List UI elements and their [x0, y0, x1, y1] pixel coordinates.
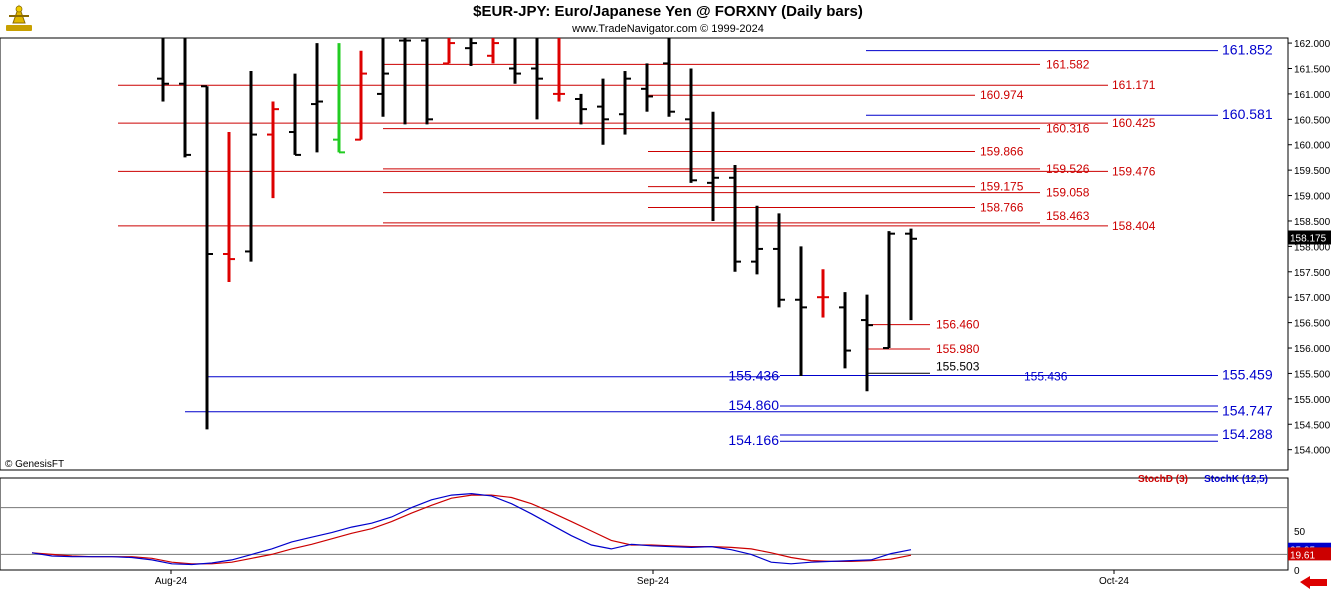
stoch-current-value-box [1288, 547, 1331, 561]
price-axis-tick-label: 161.000 [1294, 90, 1331, 101]
stoch-axis-tick-label: 0 [1294, 566, 1300, 577]
last-price-box [1288, 230, 1331, 245]
level-label: 161.171 [1112, 78, 1156, 92]
genesis-logo-icon [3, 3, 35, 33]
date-axis: Aug-24 Sep-24 Oct-24 [155, 570, 1129, 587]
chart-header: $EUR-JPY: Euro/Japanese Yen @ FORXNY (Da… [0, 0, 1336, 38]
stoch-current-value-label: 19.61 [1290, 550, 1315, 561]
level-label: 161.852 [1222, 42, 1273, 58]
copyright-label: © GenesisFT [5, 459, 64, 470]
price-axis-tick-label: 157.500 [1294, 268, 1331, 279]
level-label: 154.747 [1222, 403, 1273, 419]
price-axis-tick-label: 155.000 [1294, 395, 1331, 406]
level-label: 158.404 [1112, 219, 1156, 233]
price-axis-tick-label: 161.500 [1294, 64, 1331, 75]
level-label: 155.503 [936, 359, 980, 373]
level-label: 154.860 [728, 397, 779, 413]
level-label: 160.581 [1222, 106, 1273, 122]
scroll-arrow-icon[interactable] [1300, 576, 1328, 589]
level-label: 154.166 [728, 432, 779, 448]
last-price-label: 158.175 [1290, 233, 1327, 244]
level-label: 159.526 [1046, 162, 1090, 176]
date-axis-tick-label: Aug-24 [155, 576, 188, 587]
stoch-axis-tick-label: 50 [1294, 527, 1306, 538]
level-label: 155.459 [1222, 367, 1273, 383]
price-axis-tick-label: 162.000 [1294, 39, 1331, 50]
level-label: 159.476 [1112, 164, 1156, 178]
level-label: 156.460 [936, 318, 980, 332]
price-levels: 161.852 161.582 161.171 160.974 160.581 160.4… [118, 42, 1273, 448]
price-axis-tick-label: 156.500 [1294, 319, 1331, 330]
stoch-series-line [31, 494, 912, 565]
price-axis-tick-label: 158.500 [1294, 217, 1331, 228]
level-label: 159.175 [980, 180, 1024, 194]
stochastic-panel-frame [0, 477, 1289, 571]
level-label: 159.058 [1046, 186, 1090, 200]
level-label: 160.425 [1112, 116, 1156, 130]
chart-subtitle: www.TradeNavigator.com © 1999-2024 [572, 23, 764, 35]
price-axis-tick-label: 159.500 [1294, 166, 1331, 177]
level-label: 160.316 [1046, 122, 1090, 136]
level-label: 158.463 [1046, 209, 1090, 223]
chart-background [0, 37, 1289, 571]
level-label: 155.980 [936, 342, 980, 356]
level-label: 158.766 [980, 200, 1024, 214]
price-axis-tick-label: 158.000 [1294, 242, 1331, 253]
price-axis-tick-label: 155.500 [1294, 369, 1331, 380]
price-axis-tick-label: 154.000 [1294, 446, 1331, 457]
price-axis-tick-label: 157.000 [1294, 293, 1331, 304]
price-axis-tick-label: 160.500 [1294, 115, 1331, 126]
price-panel [0, 37, 1289, 471]
date-axis-tick-label: Sep-24 [637, 576, 670, 587]
price-axis-tick-label: 154.500 [1294, 420, 1331, 431]
stoch-series-line [31, 492, 912, 566]
chart-title: $EUR-JPY: Euro/Japanese Yen @ FORXNY (Da… [473, 3, 863, 20]
stoch-legend-entry: StochK (12,5) [1204, 474, 1268, 485]
level-label: 161.582 [1046, 57, 1090, 71]
date-axis-tick-label: Oct-24 [1099, 576, 1129, 587]
price-axis-tick-label: 160.000 [1294, 141, 1331, 152]
stoch-legend-entry: StochD (3) [1138, 474, 1188, 485]
price-axis: 162.000 161.500 161.000 160.500 160.000 159.5… [1288, 39, 1331, 457]
level-label: 155.436 [1024, 370, 1068, 384]
price-axis-tick-label: 159.000 [1294, 192, 1331, 203]
price-bars [157, 38, 917, 430]
level-label: 155.436 [728, 368, 779, 384]
level-label: 154.288 [1222, 426, 1273, 442]
price-axis-tick-label: 156.000 [1294, 344, 1331, 355]
level-label: 159.866 [980, 145, 1024, 159]
level-label: 160.974 [980, 88, 1024, 102]
